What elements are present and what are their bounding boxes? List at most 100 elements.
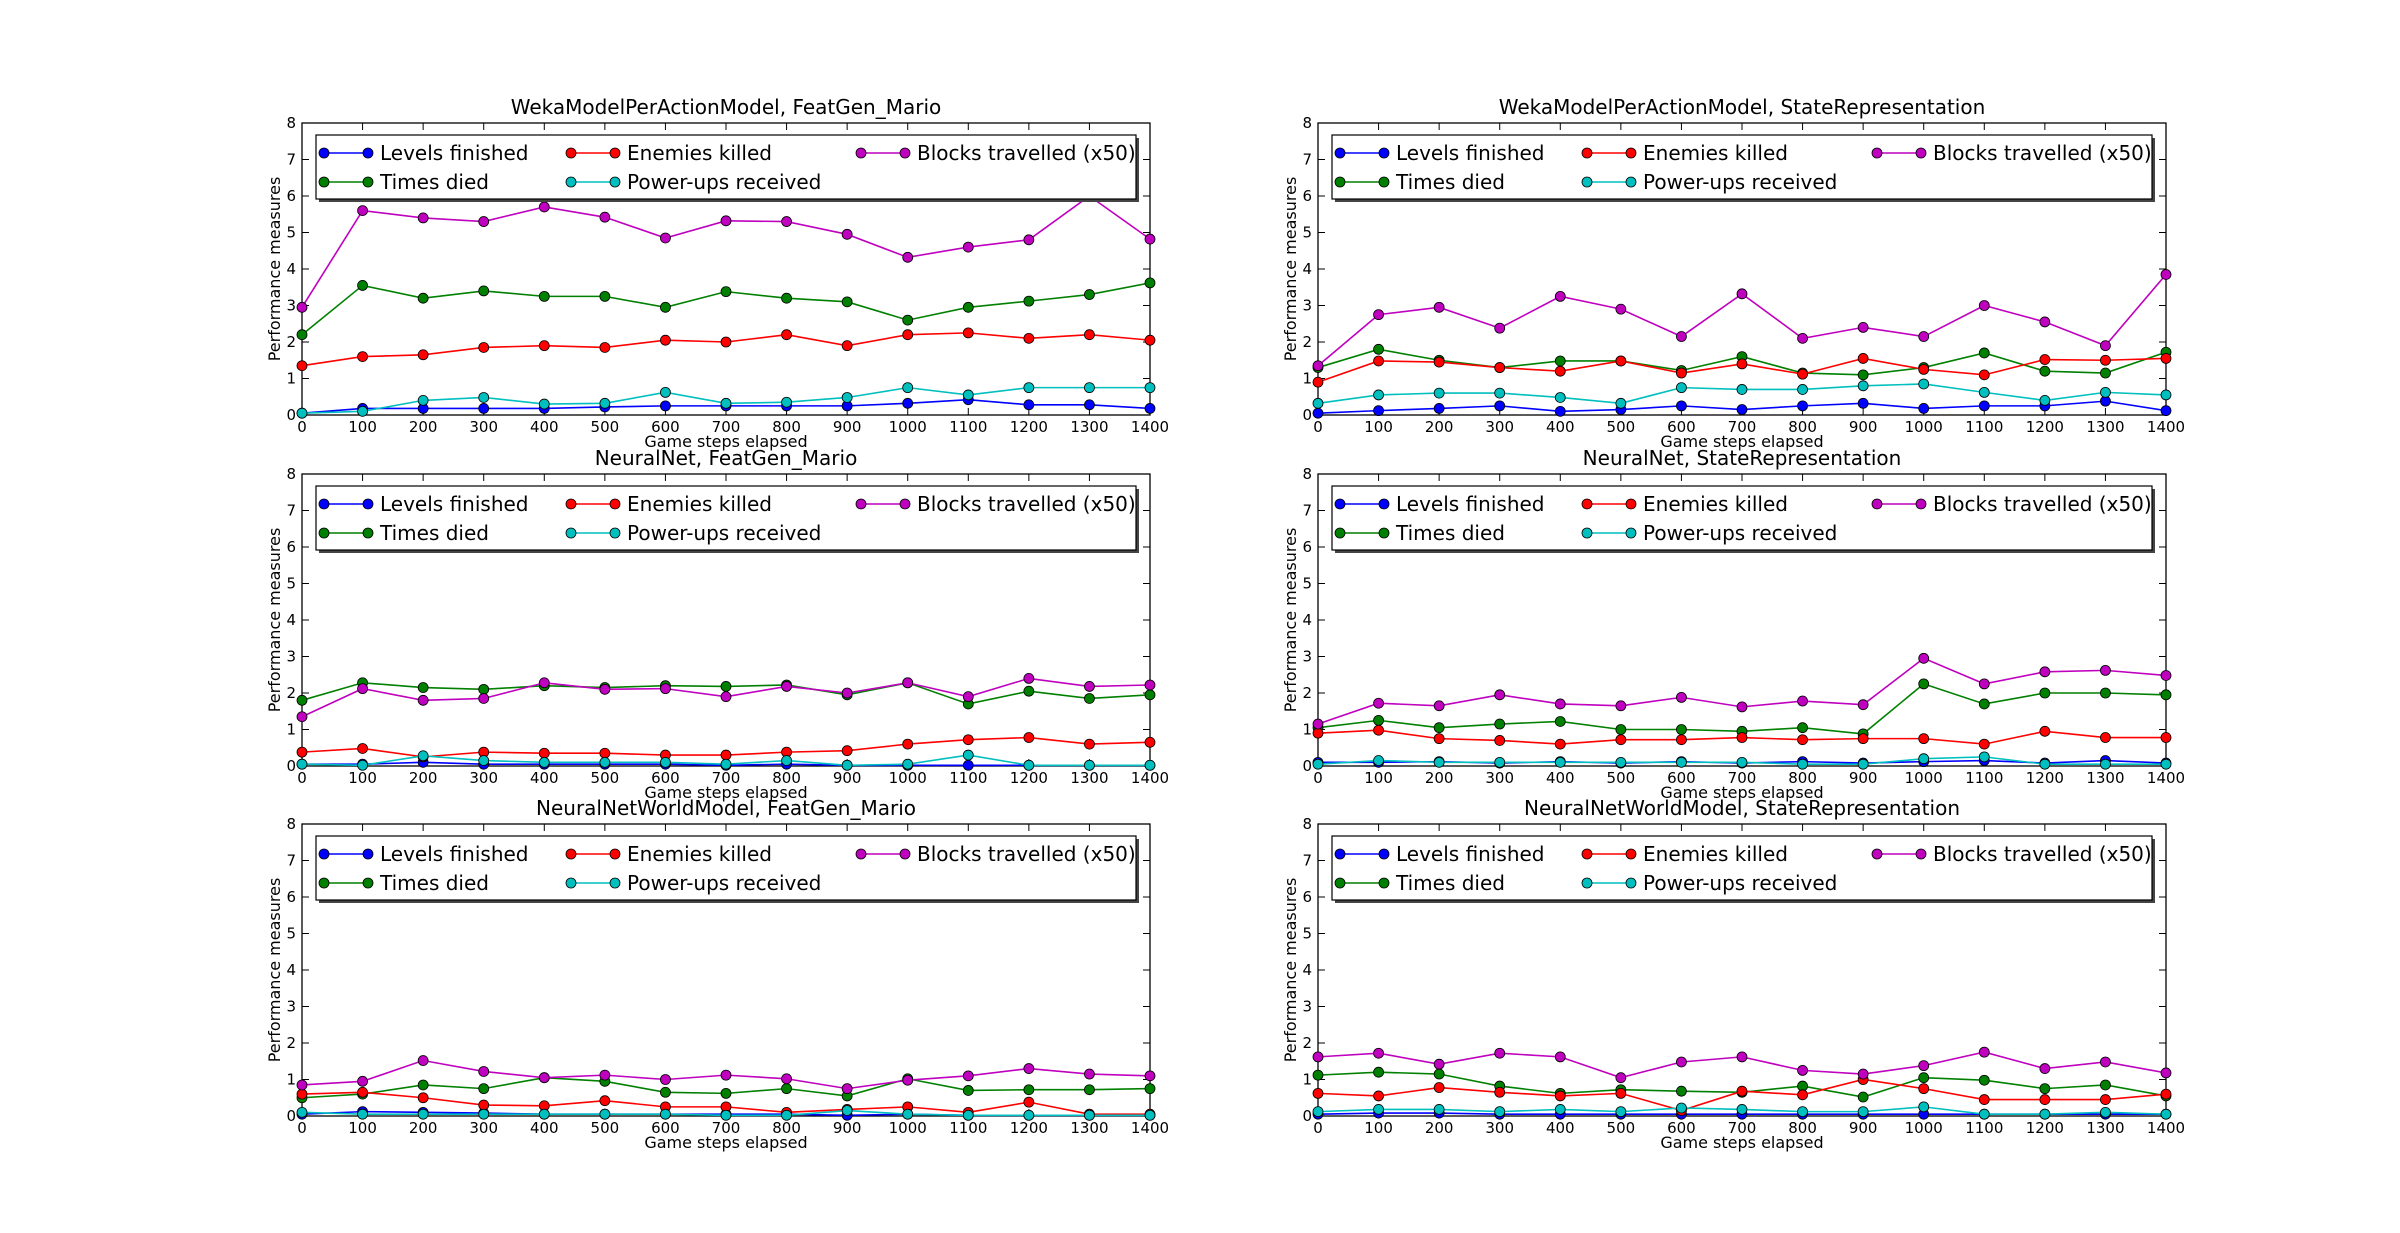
data-point bbox=[1554, 716, 1566, 727]
data-point bbox=[1615, 355, 1627, 367]
legend-marker bbox=[362, 176, 374, 188]
legend-marker bbox=[609, 877, 621, 889]
y-tick-label: 6 bbox=[1302, 187, 1312, 205]
series-power-ups-received bbox=[1312, 751, 2172, 770]
legend-marker bbox=[1334, 498, 1346, 510]
legend-label: Power-ups received bbox=[627, 871, 821, 895]
y-tick-label: 6 bbox=[286, 538, 296, 556]
data-point bbox=[2100, 1106, 2111, 1118]
y-tick-label: 4 bbox=[1302, 611, 1312, 629]
data-point bbox=[1615, 1106, 1627, 1118]
data-point bbox=[1144, 736, 1156, 748]
data-point bbox=[478, 693, 490, 704]
x-axis-label: Game steps elapsed bbox=[1660, 1133, 1823, 1152]
x-tick-label: 1400 bbox=[1131, 418, 1169, 436]
data-point bbox=[1312, 718, 1324, 730]
y-tick-label: 3 bbox=[286, 648, 296, 666]
data-point bbox=[1736, 404, 1748, 415]
data-point bbox=[660, 232, 671, 244]
legend-marker bbox=[1581, 848, 1593, 860]
legend-marker bbox=[1581, 527, 1593, 539]
x-tick-label: 1100 bbox=[949, 769, 987, 787]
data-point bbox=[2100, 732, 2111, 743]
data-point bbox=[2160, 689, 2172, 701]
data-point bbox=[1023, 234, 1035, 246]
x-axis-label: Game steps elapsed bbox=[644, 1133, 807, 1152]
y-tick-label: 4 bbox=[1302, 260, 1312, 278]
x-tick-label: 0 bbox=[297, 769, 307, 787]
data-point bbox=[1978, 369, 1990, 381]
data-point bbox=[1857, 758, 1869, 770]
data-point bbox=[2100, 386, 2111, 398]
x-tick-label: 700 bbox=[712, 1119, 741, 1137]
legend-marker bbox=[318, 176, 330, 188]
x-tick-label: 300 bbox=[1485, 769, 1514, 787]
y-tick-label: 5 bbox=[1302, 575, 1312, 593]
y-tick-label: 3 bbox=[286, 297, 296, 315]
legend-marker bbox=[1625, 176, 1637, 188]
x-tick-label: 500 bbox=[591, 1119, 620, 1137]
data-point bbox=[1554, 355, 1566, 367]
legend-label: Blocks travelled (x50) bbox=[1933, 492, 2152, 516]
data-point bbox=[1857, 369, 1869, 381]
y-tick-label: 0 bbox=[1302, 406, 1312, 424]
data-point bbox=[2039, 354, 2051, 365]
data-point bbox=[660, 301, 671, 313]
legend-marker bbox=[318, 877, 330, 889]
legend: Levels finished Times died Enemies killed P… bbox=[315, 485, 1139, 553]
legend-marker bbox=[899, 147, 911, 159]
data-point bbox=[1023, 1096, 1035, 1108]
chart-title: WekaModelPerActionModel, FeatGen_Mario bbox=[511, 95, 942, 119]
x-tick-label: 700 bbox=[1728, 769, 1757, 787]
data-point bbox=[660, 1074, 671, 1085]
data-point bbox=[1918, 378, 1930, 390]
data-point bbox=[1736, 1051, 1748, 1063]
data-point bbox=[1554, 365, 1566, 377]
x-tick-label: 600 bbox=[651, 418, 680, 436]
x-tick-label: 1000 bbox=[1905, 1119, 1943, 1137]
data-point bbox=[1494, 322, 1506, 334]
y-tick-label: 2 bbox=[1302, 684, 1312, 702]
x-tick-label: 800 bbox=[772, 1119, 801, 1137]
data-point bbox=[1144, 277, 1156, 289]
legend-label: Levels finished bbox=[1396, 141, 1545, 165]
data-point bbox=[478, 755, 490, 766]
y-tick-label: 0 bbox=[286, 406, 296, 424]
data-point bbox=[1433, 1104, 1445, 1115]
legend-marker bbox=[855, 848, 867, 860]
legend-marker bbox=[1625, 527, 1637, 539]
chart-title: NeuralNetWorldModel, StateRepresentation bbox=[1524, 796, 1960, 820]
legend-marker bbox=[362, 848, 374, 860]
x-tick-label: 600 bbox=[651, 1119, 680, 1137]
y-tick-label: 3 bbox=[1302, 297, 1312, 315]
data-point bbox=[962, 1109, 974, 1121]
legend-label: Levels finished bbox=[380, 492, 529, 516]
data-point bbox=[660, 1086, 671, 1098]
data-point bbox=[1373, 714, 1384, 726]
data-point bbox=[599, 756, 611, 768]
data-point bbox=[1023, 685, 1035, 697]
series-blocks-travelled-x50- bbox=[1312, 1046, 2172, 1084]
legend-label: Levels finished bbox=[380, 842, 529, 866]
legend-marker bbox=[1378, 527, 1390, 539]
y-tick-label: 8 bbox=[286, 465, 296, 483]
y-tick-label: 1 bbox=[286, 370, 296, 388]
x-tick-label: 200 bbox=[409, 418, 438, 436]
legend-marker bbox=[899, 848, 911, 860]
data-point bbox=[1676, 724, 1687, 735]
data-point bbox=[1494, 689, 1506, 701]
legend: Levels finished Times died Enemies killed P… bbox=[315, 835, 1139, 903]
data-point bbox=[1918, 403, 1930, 414]
data-point bbox=[1978, 698, 1990, 710]
data-point bbox=[1312, 397, 1324, 409]
y-tick-label: 7 bbox=[1302, 502, 1312, 520]
data-point bbox=[1084, 289, 1095, 300]
data-point bbox=[1554, 290, 1566, 302]
data-point bbox=[962, 241, 974, 253]
y-tick-label: 8 bbox=[1302, 114, 1312, 132]
legend-marker bbox=[362, 147, 374, 159]
data-point bbox=[720, 336, 732, 348]
data-point bbox=[781, 755, 792, 766]
x-tick-label: 1200 bbox=[2026, 418, 2064, 436]
